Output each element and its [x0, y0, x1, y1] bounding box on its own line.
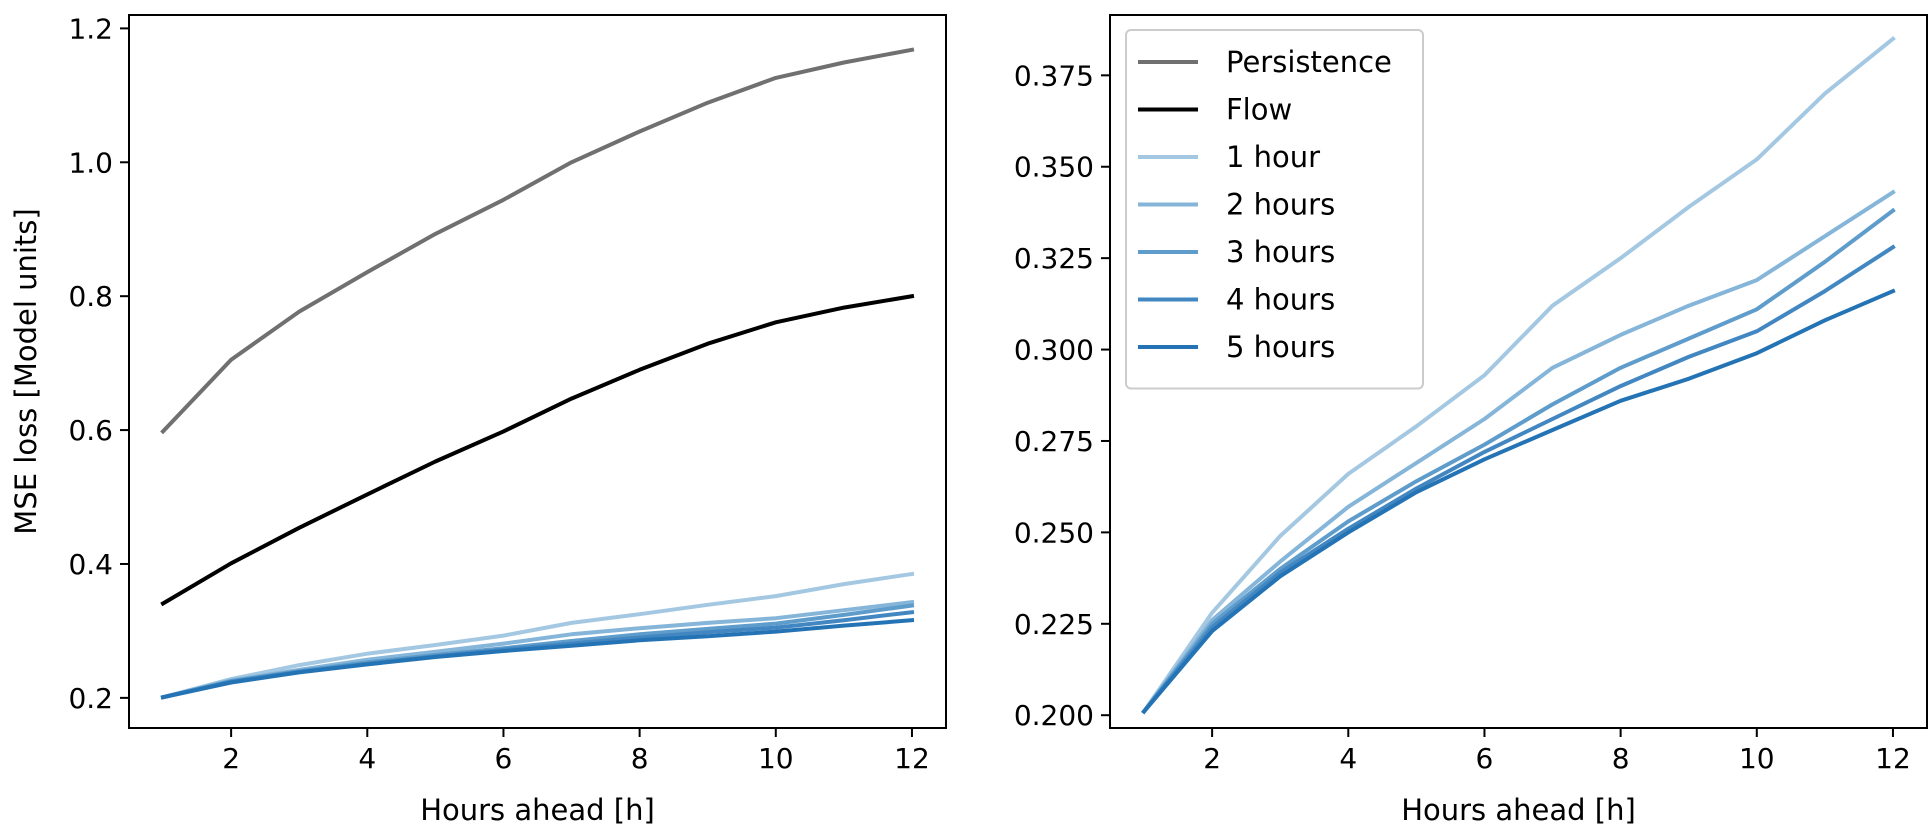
right-series-line-5-hours	[1141, 288, 1896, 715]
left-chart: 2 4 6 8 10 12 0.2 0.4 0.6 0.8 1.0 1.2 Hours ahead [h…	[9, 12, 947, 827]
right-series-line-2-hours	[1141, 189, 1896, 715]
left-x-axis-label: Hours ahead [h]	[420, 793, 655, 827]
legend-box	[1125, 29, 1424, 390]
legend-label: 4 hours	[1226, 283, 1335, 317]
left-y-tick-label: 0.6	[68, 414, 113, 447]
left-x-tick-label: 12	[894, 742, 930, 775]
right-series-line-3-hours	[1141, 207, 1896, 715]
legend-label: 5 hours	[1226, 330, 1335, 364]
left-x-tick-label: 10	[758, 742, 794, 775]
left-y-tick-label: 0.8	[68, 280, 113, 313]
right-x-tick-label: 10	[1739, 742, 1775, 775]
right-y-tick-label: 0.225	[1014, 608, 1094, 641]
right-y-tick-label: 0.300	[1014, 334, 1094, 367]
left-y-tick-label: 0.2	[68, 682, 113, 715]
right-x-tick-label: 2	[1203, 742, 1221, 775]
right-chart: 2 4 6 8 10 12 0.200 0.225 0.250 0.275 0.300 0.325 0.…	[1014, 14, 1928, 827]
left-x-tick-label: 4	[358, 742, 376, 775]
left-y-axis-label: MSE loss [Model units]	[9, 208, 43, 534]
right-x-tick-label: 6	[1476, 742, 1494, 775]
left-series-line-persistence	[160, 47, 915, 435]
right-axes-frame	[1109, 14, 1928, 729]
left-y-tick-label: 1.2	[68, 12, 113, 45]
left-x-tick-label: 6	[495, 742, 513, 775]
right-y-tick-label: 0.275	[1014, 425, 1094, 458]
right-series-line-1-hour	[1141, 35, 1896, 715]
left-axes-frame	[128, 14, 947, 729]
left-x-tick-label: 2	[222, 742, 240, 775]
left-y-tick-label: 0.4	[68, 548, 113, 581]
right-x-axis-label: Hours ahead [h]	[1401, 793, 1636, 827]
legend-label: 1 hour	[1226, 140, 1320, 174]
left-series-line-flow	[160, 293, 915, 607]
legend-label: 2 hours	[1226, 188, 1335, 222]
right-x-tick-label: 8	[1612, 742, 1630, 775]
left-x-tick-label: 8	[631, 742, 649, 775]
left-series-line-4-hours	[160, 609, 915, 700]
left-series-line-1-hour	[160, 571, 915, 700]
left-series-line-3-hours	[160, 603, 915, 700]
left-y-tick-label: 1.0	[68, 146, 113, 179]
right-x-tick-label: 4	[1339, 742, 1357, 775]
right-y-tick-label: 0.200	[1014, 699, 1094, 732]
right-x-tick-label: 12	[1875, 742, 1911, 775]
right-y-tick-label: 0.250	[1014, 516, 1094, 549]
right-y-tick-label: 0.325	[1014, 242, 1094, 275]
left-series-line-5-hours	[160, 618, 915, 700]
legend-label: Persistence	[1226, 45, 1392, 79]
right-series-line-4-hours	[1141, 244, 1896, 715]
right-y-tick-label: 0.375	[1014, 59, 1094, 92]
legend-label: Flow	[1226, 93, 1292, 127]
legend-label: 3 hours	[1226, 235, 1335, 269]
right-y-tick-label: 0.350	[1014, 151, 1094, 184]
